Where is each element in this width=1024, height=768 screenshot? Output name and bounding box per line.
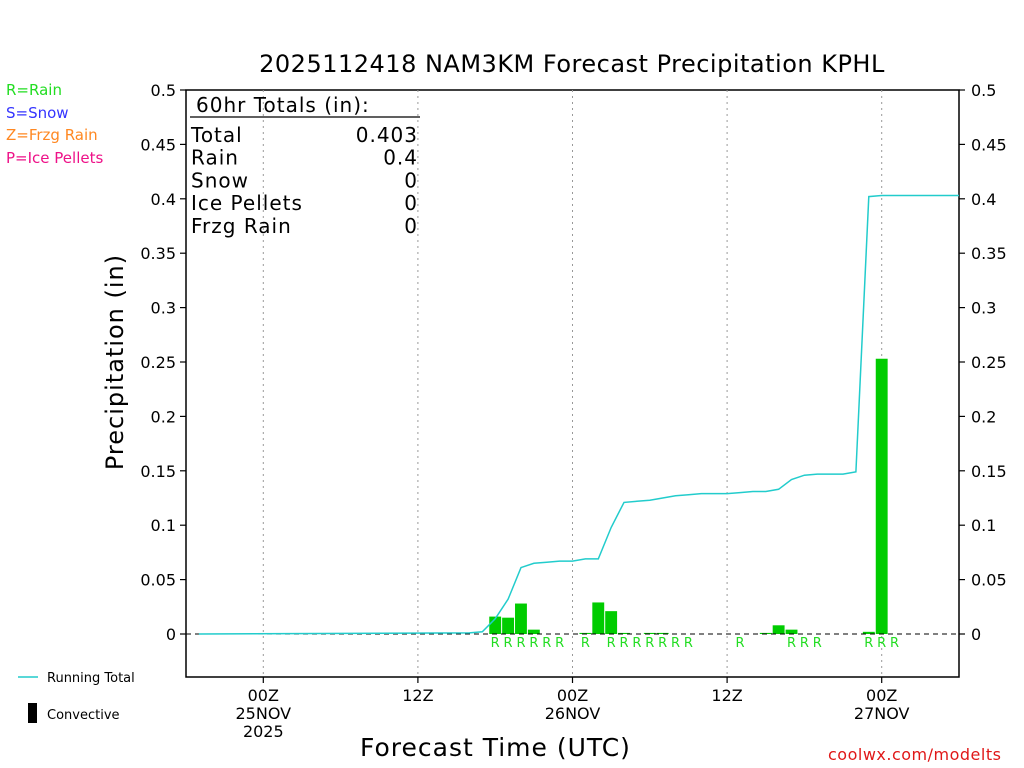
convective-legend-label: Convective	[47, 708, 120, 723]
precip-bar	[579, 632, 592, 634]
rain-type-marker: R	[800, 636, 809, 651]
totals-row-value: 0	[404, 168, 418, 192]
legend-snow: S=Snow	[6, 104, 69, 122]
rain-type-marker: R	[632, 636, 641, 651]
convective-legend-swatch	[28, 703, 37, 723]
y-tick-left-label: 0.1	[151, 516, 176, 535]
running-total-line	[198, 194, 959, 635]
precip-bar	[656, 632, 669, 634]
totals-row-value: 0	[404, 214, 418, 238]
y-tick-right-label: 0.5	[971, 81, 996, 100]
precip-bar	[515, 603, 527, 634]
rain-type-marker: R	[516, 636, 525, 651]
x-tick-label: 12Z	[402, 686, 433, 705]
y-tick-right-label: 0.2	[971, 407, 996, 426]
rain-type-marker: R	[504, 636, 513, 651]
rain-type-marker: R	[581, 636, 590, 651]
rain-type-marker: R	[864, 636, 873, 651]
totals-row-label: Rain	[191, 146, 239, 170]
rain-type-marker: R	[877, 636, 886, 651]
y-tick-right-label: 0.45	[971, 135, 1007, 154]
rain-type-marker: R	[620, 636, 629, 651]
legend-frzg-rain: Z=Frzg Rain	[6, 126, 98, 144]
y-tick-left-label: 0.25	[140, 353, 176, 372]
running-total-legend-label: Running Total	[47, 671, 135, 686]
precip-bar	[489, 616, 502, 634]
precip-bar	[618, 632, 630, 634]
y-tick-left-label: 0.2	[151, 407, 176, 426]
totals-row-label: Total	[190, 123, 243, 147]
legend-rain: R=Rain	[6, 81, 62, 99]
x-tick-label: 25NOV	[236, 704, 292, 723]
x-tick-label: 00Z	[866, 686, 897, 705]
totals-row-value: 0	[404, 191, 418, 215]
y-tick-left-label: 0.05	[140, 571, 176, 590]
y-tick-right-label: 0.1	[971, 516, 996, 535]
totals-header: 60hr Totals (in):	[196, 93, 370, 117]
totals-row-label: Ice Pellets	[191, 191, 303, 215]
y-tick-left-label: 0.4	[151, 190, 176, 209]
rain-type-marker: R	[645, 636, 654, 651]
precip-bar	[592, 602, 605, 634]
y-tick-right-label: 0.35	[971, 244, 1007, 263]
y-tick-left-label: 0.3	[151, 299, 176, 318]
totals-row-value: 0.4	[383, 146, 418, 170]
legend-ice-pellets: P=Ice Pellets	[6, 149, 104, 167]
rain-type-marker: R	[607, 636, 616, 651]
y-tick-right-label: 0.25	[971, 353, 1007, 372]
precip-bar	[643, 632, 656, 634]
totals-row-label: Snow	[191, 168, 249, 192]
y-tick-right-label: 0.05	[971, 571, 1007, 590]
precip-bar	[527, 629, 540, 634]
y-tick-right-label: 0	[971, 625, 981, 644]
y-tick-right-label: 0.15	[971, 462, 1007, 481]
rain-type-marker: R	[491, 636, 500, 651]
rain-type-marker: R	[542, 636, 551, 651]
y-tick-right-label: 0.3	[971, 299, 996, 318]
rain-type-marker: R	[787, 636, 796, 651]
x-tick-label: 00Z	[557, 686, 588, 705]
y-tick-left-label: 0.5	[151, 81, 176, 100]
rain-type-marker: R	[671, 636, 680, 651]
credit-text: coolwx.com/modelts	[828, 745, 1002, 764]
x-tick-label: 12Z	[711, 686, 742, 705]
precip-bar	[605, 611, 618, 634]
rain-type-marker: R	[890, 636, 899, 651]
chart-title: 2025112418 NAM3KM Forecast Precipitation…	[259, 50, 885, 78]
precip-bar	[772, 625, 785, 634]
rain-type-marker: R	[529, 636, 538, 651]
rain-type-marker: R	[555, 636, 564, 651]
rain-type-marker: R	[684, 636, 693, 651]
precip-bar	[759, 632, 772, 634]
x-tick-label: 00Z	[248, 686, 279, 705]
rain-type-marker: R	[658, 636, 667, 651]
precip-bar	[875, 358, 888, 634]
totals-row-value: 0.403	[356, 123, 418, 147]
precip-bar	[862, 631, 875, 634]
x-tick-label: 2025	[243, 722, 284, 741]
y-tick-left-label: 0.35	[140, 244, 176, 263]
x-tick-label: 27NOV	[854, 704, 910, 723]
y-tick-left-label: 0	[166, 625, 176, 644]
precip-bar	[502, 617, 515, 634]
y-tick-left-label: 0.15	[140, 462, 176, 481]
rain-type-marker: R	[735, 636, 744, 651]
rain-type-marker: R	[813, 636, 822, 651]
y-tick-right-label: 0.4	[971, 190, 996, 209]
totals-row-label: Frzg Rain	[191, 214, 292, 238]
x-tick-label: 26NOV	[545, 704, 601, 723]
x-axis-label: Forecast Time (UTC)	[360, 733, 631, 762]
y-tick-left-label: 0.45	[140, 135, 176, 154]
precip-bar	[785, 629, 798, 634]
